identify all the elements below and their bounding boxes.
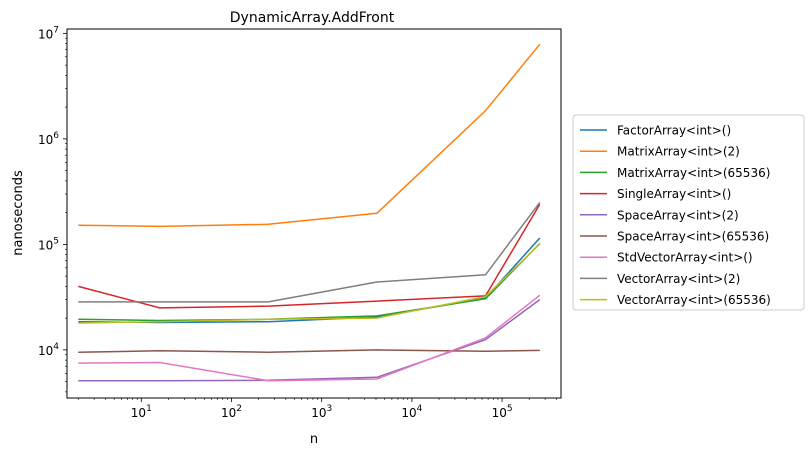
series-line-8	[78, 243, 541, 324]
series-line-6	[78, 294, 541, 382]
x-tick-label-4: 105	[492, 404, 513, 420]
x-tick-label-2: 103	[311, 404, 332, 420]
y-tick-label-1: 105	[38, 236, 59, 252]
legend-label-2: MatrixArray<int>(65536)	[617, 166, 770, 180]
x-tick-label-3: 104	[401, 404, 422, 420]
legend-label-5: SpaceArray<int>(65536)	[617, 230, 769, 244]
series-line-0	[78, 237, 541, 324]
legend-label-8: VectorArray<int>(65536)	[617, 293, 771, 307]
y-axis-label: nanoseconds	[11, 170, 26, 256]
y-tick-label-2: 106	[38, 131, 59, 147]
series-line-4	[78, 298, 541, 382]
legend-label-6: StdVectorArray<int>()	[617, 251, 753, 265]
plot-frame	[66, 28, 562, 399]
x-axis: 101 102 103 104 105	[77, 398, 557, 420]
x-axis-label: n	[310, 432, 318, 447]
legend-label-0: FactorArray<int>()	[617, 124, 731, 138]
y-tick-label-3: 107	[38, 25, 59, 41]
legend: FactorArray<int>() MatrixArray<int>(2) Mat…	[572, 114, 805, 311]
legend-frame	[572, 114, 805, 311]
chart-title: DynamicArray.AddFront	[230, 10, 395, 26]
legend-label-4: SpaceArray<int>(2)	[617, 208, 739, 222]
legend-label-7: VectorArray<int>(2)	[617, 272, 740, 286]
legend-label-1: MatrixArray<int>(2)	[617, 145, 740, 159]
series-line-2	[78, 242, 541, 322]
y-axis: 104 105 106 107	[38, 25, 67, 393]
series-line-7	[78, 201, 541, 303]
y-tick-label-0: 104	[38, 342, 59, 358]
x-tick-label-1: 102	[221, 404, 242, 420]
series-line-5	[78, 349, 540, 353]
series-line-3	[78, 203, 541, 309]
plot-lines	[78, 43, 541, 382]
series-line-1	[78, 43, 541, 228]
legend-label-3: SingleArray<int>()	[617, 187, 731, 201]
x-tick-label-0: 101	[131, 404, 152, 420]
